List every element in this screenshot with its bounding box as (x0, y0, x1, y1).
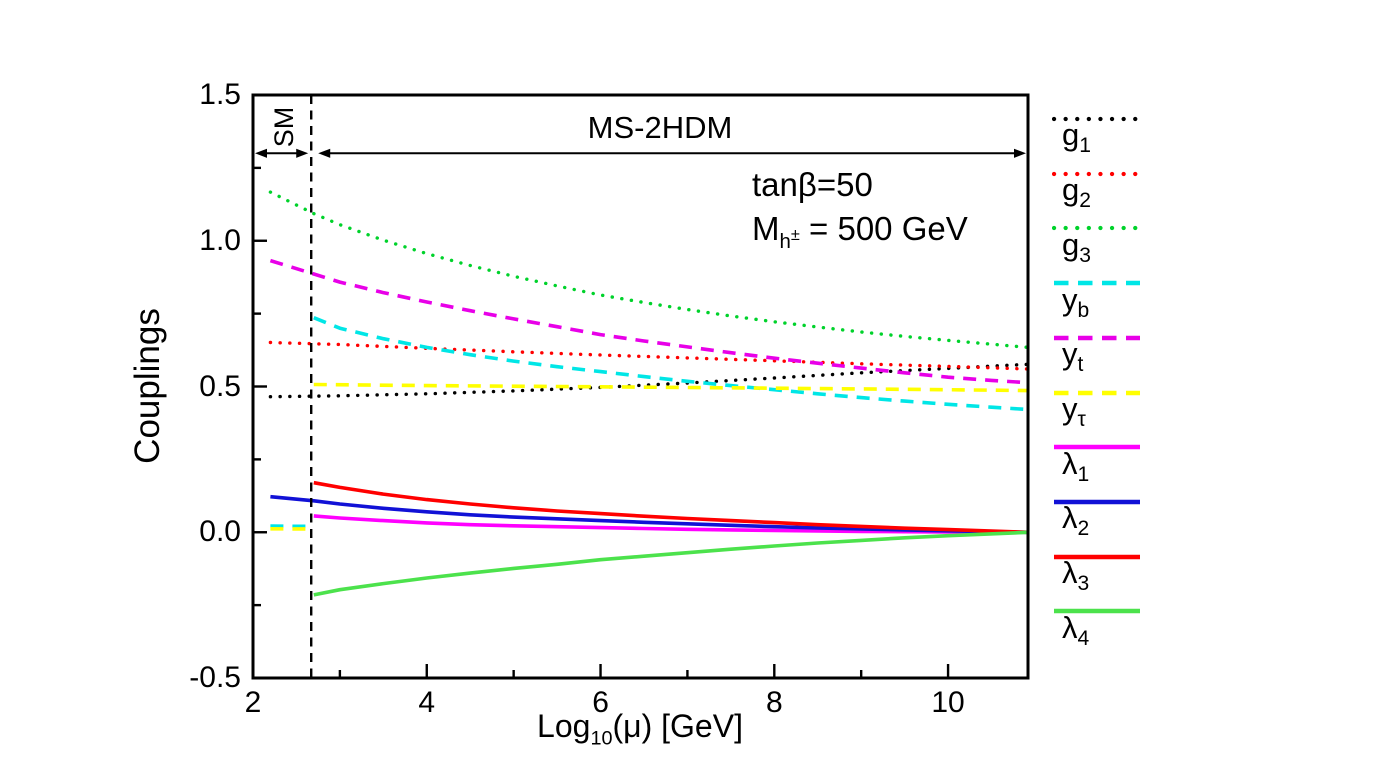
legend-entry-g3: g3 (1052, 221, 1142, 273)
x-tick-label-10: 10 (931, 686, 965, 719)
y-tick-label-1.0: 1.0 (199, 223, 241, 257)
legend-entry-yb: yb (1052, 276, 1140, 328)
x-axis-title-rest: (μ) [GeV] (612, 708, 743, 744)
x-tick-label-8: 8 (765, 686, 783, 719)
series-line-lambda1 (313, 514, 1028, 535)
legend-sample-lambda4 (1054, 609, 1140, 614)
legend-sample-g1 (1052, 116, 1142, 122)
legend-label-lambda4: λ4 (1062, 609, 1090, 650)
legend-label-lambda2: λ2 (1062, 500, 1090, 541)
annotation-tanbeta: tanβ=50 (752, 166, 873, 203)
legend-entry-lambda2: λ2 (1052, 495, 1140, 547)
x-tick-label-6: 6 (592, 686, 609, 719)
legend-entry-lambda1: λ1 (1052, 440, 1140, 492)
series-line-lambda3 (313, 480, 1028, 535)
legend-label-lambda3: λ3 (1062, 555, 1090, 596)
x-axis-title-sub: 10 (590, 727, 613, 750)
legend-sample-yb (1054, 280, 1140, 286)
y-tick-label-0.5: 0.5 (199, 369, 241, 403)
legend-label-g1: g1 (1062, 117, 1091, 158)
legend-entry-g2: g2 (1052, 167, 1142, 219)
legend-entry-ytau: yτ (1052, 386, 1140, 438)
legend-entry-yt: yt (1052, 331, 1140, 383)
ms2hdm-region-arrow (318, 148, 1026, 158)
legend-sample-lambda1 (1054, 444, 1140, 450)
series-line-g2 (268, 340, 1028, 371)
legend-entry-lambda3: λ3 (1052, 550, 1140, 602)
legend-label-yb: yb (1062, 281, 1090, 322)
legend-sample-g2 (1052, 171, 1142, 176)
annotation-mass-plusminus: ± (790, 225, 800, 244)
x-axis-title-base: Log (537, 708, 591, 744)
series-line-ytau (313, 382, 1028, 393)
legend-label-ytau: yτ (1062, 390, 1086, 432)
annotation-mass-base: M (752, 210, 780, 247)
series-line-lambda4 (313, 530, 1028, 597)
legend-sample-lambda2 (1054, 499, 1140, 505)
annotation-charged-higgs-mass: Mh± = 500 GeV (752, 210, 968, 254)
series-line-yt (269, 258, 1028, 385)
legend-sample-g3 (1052, 226, 1142, 231)
y-tick-label-1.5: 1.5 (199, 78, 241, 111)
series-group (268, 190, 1028, 597)
x-tick-label-4: 4 (418, 686, 436, 719)
legend-entry-lambda4: λ4 (1052, 604, 1140, 656)
legend-label-lambda1: λ1 (1062, 445, 1090, 486)
series-line-yb (313, 316, 1028, 412)
x-tick-label-2: 2 (244, 686, 262, 719)
sm-region-arrow (255, 148, 309, 158)
legend-label-yt: yt (1062, 336, 1084, 377)
legend-label-g2: g2 (1062, 172, 1091, 213)
y-tick-label--0.5: -0.5 (189, 661, 241, 694)
annotation-mass-sub: h± (779, 225, 800, 253)
region-label-sm: SM (269, 106, 299, 148)
legend-sample-yt (1054, 335, 1140, 340)
legend-entry-g1: g1 (1052, 112, 1142, 164)
annotation-mass-rest: = 500 GeV (799, 210, 968, 247)
legend-sample-lambda3 (1054, 554, 1140, 559)
x-axis-title: Log10(μ) [GeV] (440, 708, 840, 750)
series-line-lambda2 (270, 494, 1028, 535)
legend-label-g3: g3 (1062, 226, 1091, 267)
series-line-g1 (268, 362, 1028, 399)
y-tick-label-0.0: 0.0 (199, 515, 241, 549)
legend-sample-ytau (1054, 390, 1140, 395)
region-label-ms2hdm: MS-2HDM (587, 110, 733, 145)
